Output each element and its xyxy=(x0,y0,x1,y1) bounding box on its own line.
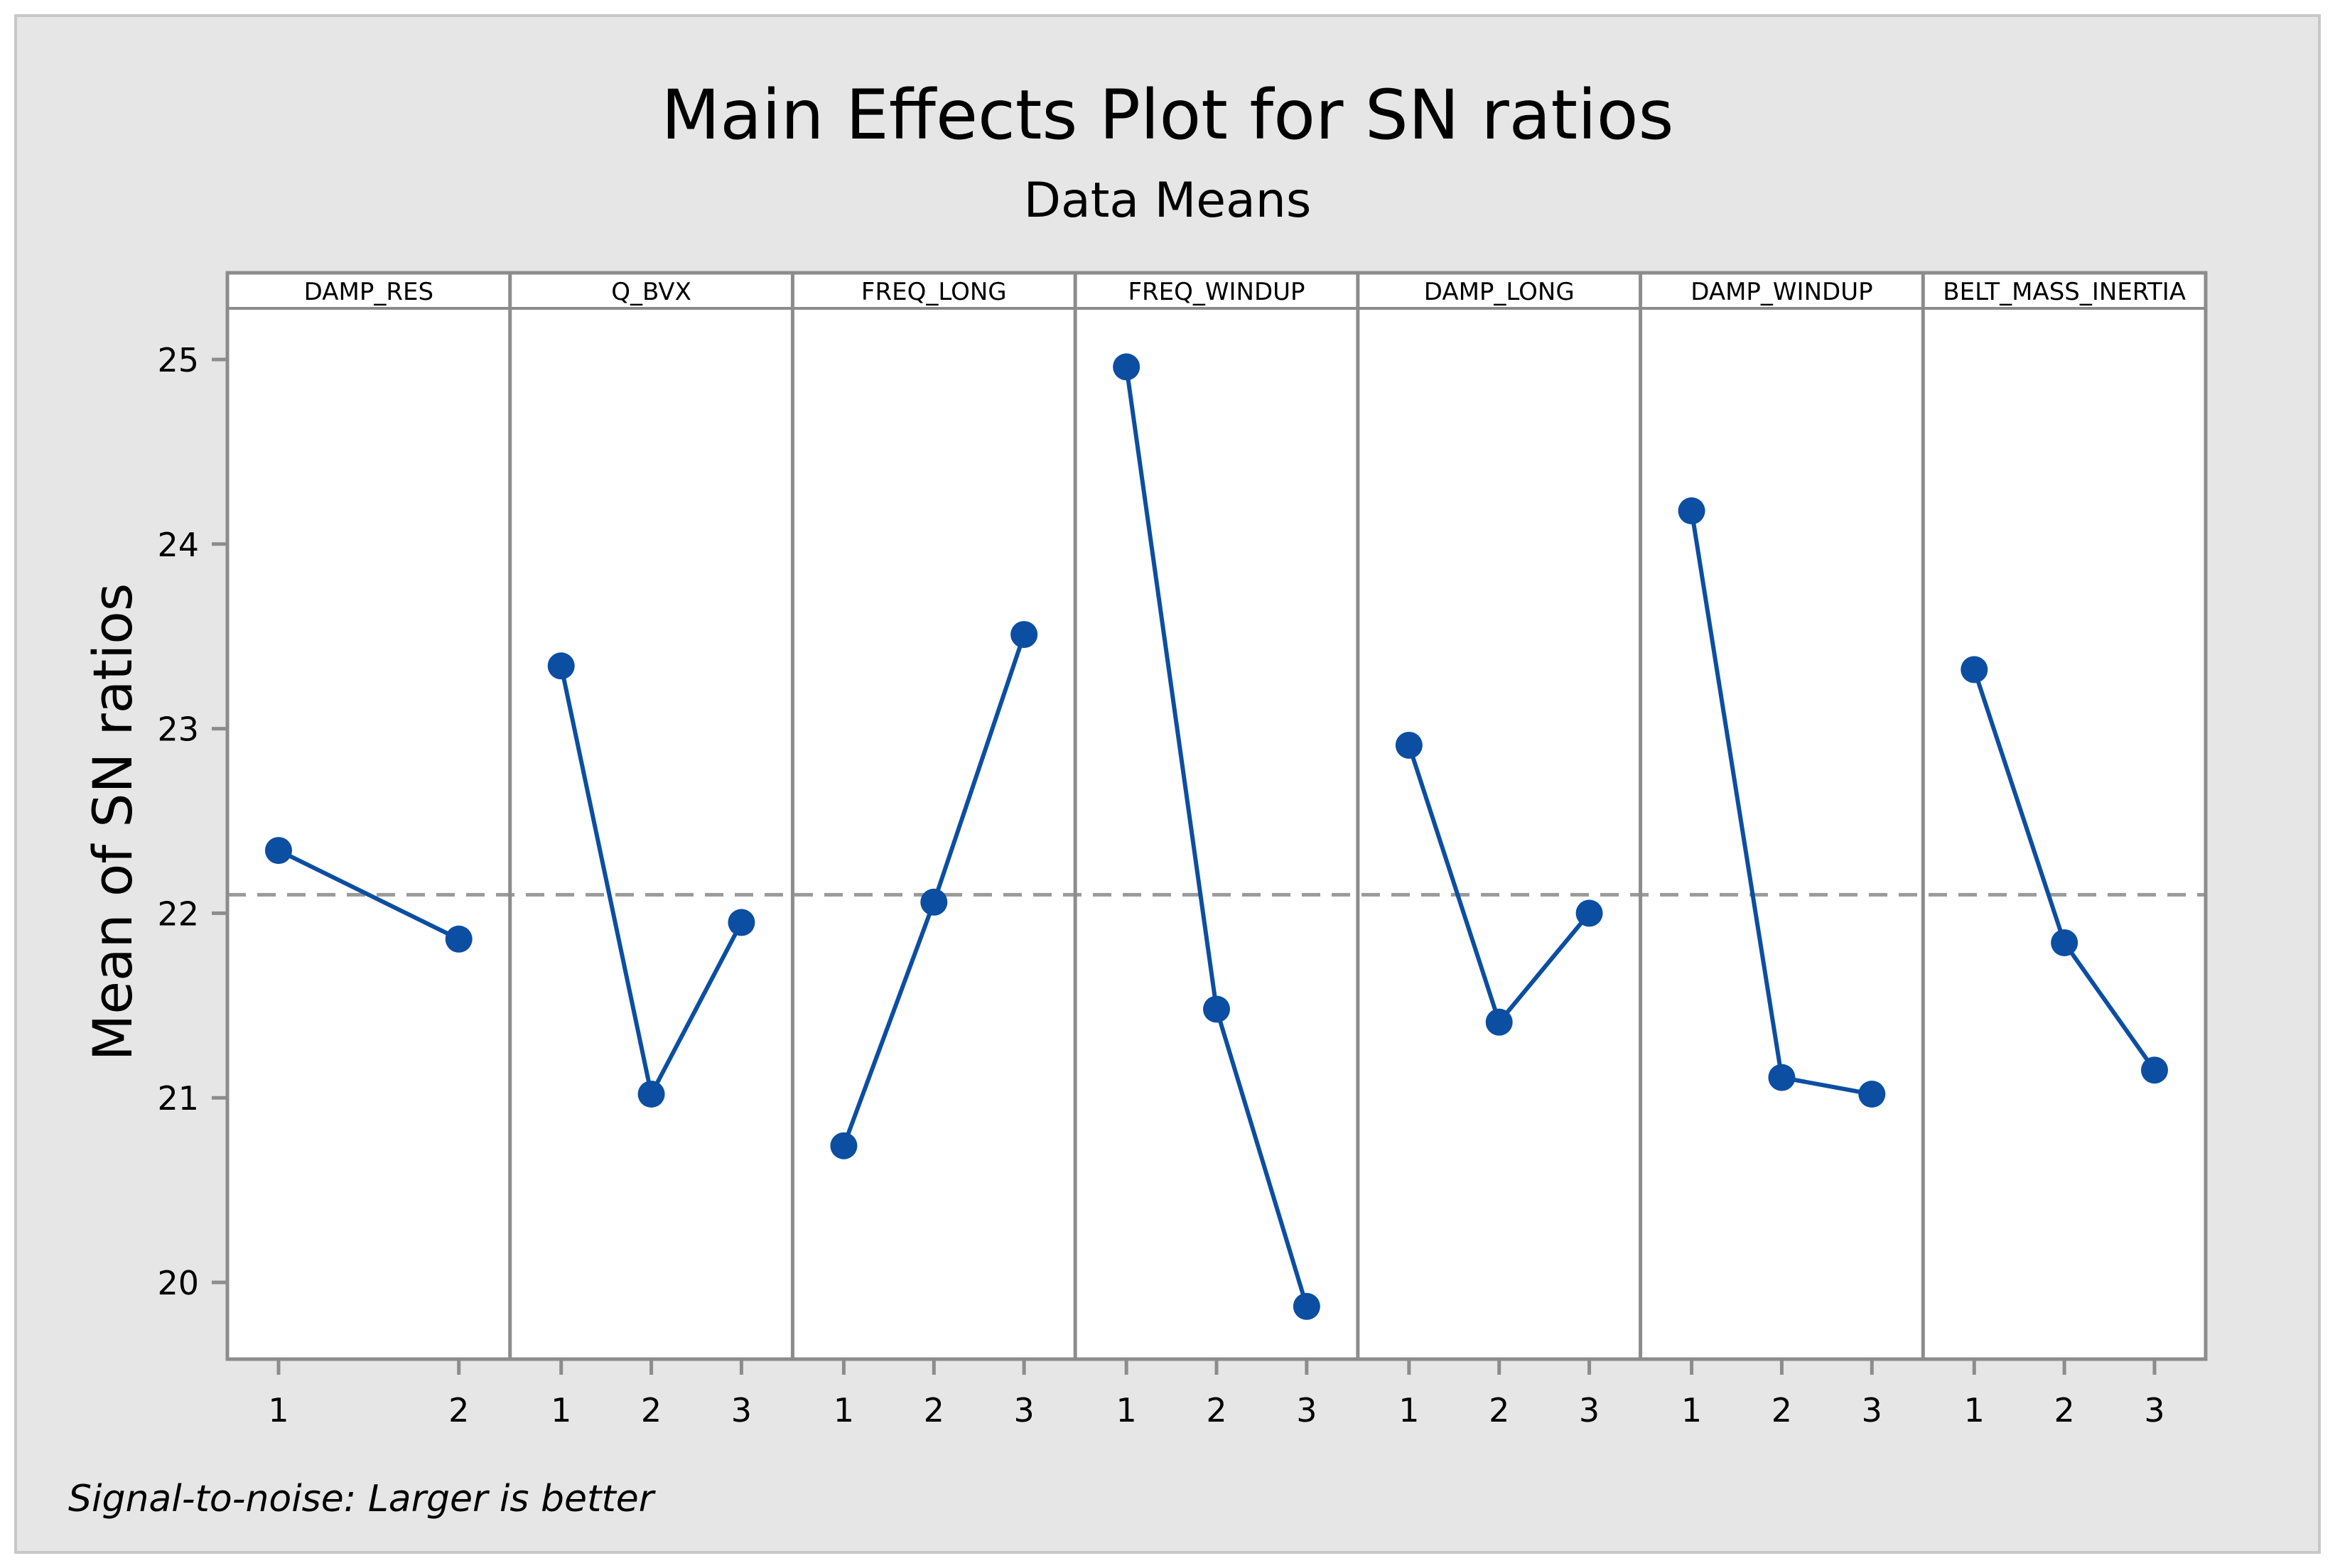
x-tick-label: 1 xyxy=(551,1391,571,1429)
data-point xyxy=(728,909,755,936)
data-point xyxy=(1293,1292,1320,1320)
y-tick-label: 23 xyxy=(157,710,199,749)
panel-header-label: Q_BVX xyxy=(611,278,691,306)
y-tick-label: 25 xyxy=(157,341,199,379)
data-point xyxy=(1575,899,1603,927)
data-point xyxy=(265,837,292,865)
x-tick-label: 3 xyxy=(1862,1391,1882,1429)
y-tick-label: 22 xyxy=(157,894,199,933)
x-tick-label: 2 xyxy=(2054,1391,2075,1429)
x-tick-label: 1 xyxy=(1964,1391,1985,1429)
x-tick-label: 3 xyxy=(1296,1391,1317,1429)
panel-header-label: BELT_MASS_INERTIA xyxy=(1943,278,2186,306)
data-point xyxy=(2051,929,2078,956)
data-point xyxy=(1678,497,1705,525)
x-tick-label: 2 xyxy=(641,1391,662,1429)
chart-subtitle: Data Means xyxy=(1024,173,1312,229)
data-point xyxy=(1858,1081,1886,1108)
data-point xyxy=(1961,656,1988,683)
x-tick-label: 2 xyxy=(924,1391,944,1429)
plot-background xyxy=(227,273,2206,1359)
panel-header-label: FREQ_WINDUP xyxy=(1128,278,1305,306)
y-axis-label: Mean of SN ratios xyxy=(81,583,144,1061)
x-tick-label: 1 xyxy=(1681,1391,1702,1429)
x-tick-label: 2 xyxy=(448,1391,469,1429)
data-point xyxy=(2141,1056,2168,1084)
data-point xyxy=(830,1132,858,1159)
x-tick-label: 1 xyxy=(1398,1391,1419,1429)
x-tick-label: 1 xyxy=(268,1391,288,1429)
data-point xyxy=(445,925,473,953)
y-tick-label: 20 xyxy=(157,1264,199,1302)
data-point xyxy=(547,652,575,680)
data-point xyxy=(1010,621,1038,649)
data-point xyxy=(1768,1064,1796,1091)
plot-border xyxy=(225,271,2208,1361)
y-tick-label: 24 xyxy=(157,526,199,564)
panel-header-label: DAMP_RES xyxy=(304,278,433,306)
panel-header-label: DAMP_LONG xyxy=(1424,278,1575,306)
y-tick-label: 21 xyxy=(157,1079,199,1118)
x-tick-label: 3 xyxy=(1014,1391,1035,1429)
x-tick-label: 1 xyxy=(834,1391,854,1429)
data-point xyxy=(1395,731,1423,759)
data-point xyxy=(637,1081,665,1108)
panel-header-label: DAMP_WINDUP xyxy=(1690,278,1872,306)
chart-title: Main Effects Plot for SN ratios xyxy=(661,75,1673,155)
data-point xyxy=(1113,353,1140,381)
x-tick-label: 3 xyxy=(1579,1391,1600,1429)
x-tick-label: 2 xyxy=(1489,1391,1509,1429)
x-tick-label: 2 xyxy=(1772,1391,1792,1429)
x-tick-label: 1 xyxy=(1116,1391,1137,1429)
x-tick-label: 3 xyxy=(731,1391,752,1429)
panel-header-label: FREQ_LONG xyxy=(861,278,1007,306)
x-tick-label: 2 xyxy=(1206,1391,1226,1429)
series-line-damp_res xyxy=(277,848,460,941)
data-point xyxy=(1203,995,1230,1023)
x-tick-label: 3 xyxy=(2144,1391,2164,1429)
footnote: Signal-to-noise: Larger is better xyxy=(68,1478,657,1520)
data-point xyxy=(920,888,948,916)
data-point xyxy=(1485,1008,1513,1036)
